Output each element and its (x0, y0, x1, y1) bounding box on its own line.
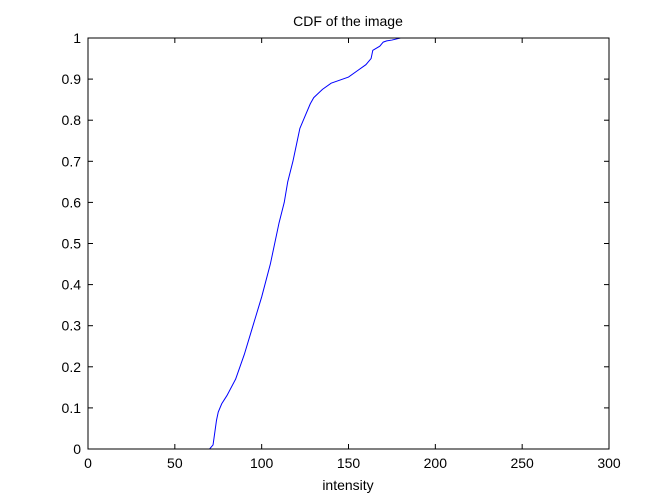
y-tick-label: 0.4 (62, 277, 82, 293)
chart-title: CDF of the image (293, 13, 403, 29)
x-axis: 0 50 100 150 200 250 300 (84, 38, 621, 471)
x-tick-label: 200 (424, 455, 448, 471)
y-tick-label: 0.2 (62, 359, 82, 375)
x-axis-label: intensity (322, 477, 373, 493)
x-tick-label: 50 (167, 455, 183, 471)
y-tick-label: 0.1 (62, 400, 82, 416)
y-tick-label: 0.6 (62, 194, 82, 210)
y-tick-label: 0.7 (62, 153, 82, 169)
y-tick-label: 0.8 (62, 112, 82, 128)
y-tick-label: 0.9 (62, 71, 82, 87)
y-axis: 0 0.1 0.2 0.3 0.4 0.5 0.6 0.7 0.8 0.9 1 (62, 30, 609, 457)
y-tick-label: 0.3 (62, 318, 82, 334)
x-tick-label: 100 (250, 455, 274, 471)
x-tick-label: 150 (337, 455, 361, 471)
series-layer (88, 37, 609, 450)
x-tick-label: 250 (510, 455, 534, 471)
x-tick-label: 300 (597, 455, 621, 471)
y-tick-label: 0.5 (62, 236, 82, 252)
y-tick-label: 0 (73, 441, 81, 457)
plot-area (88, 38, 609, 449)
x-tick-label: 0 (84, 455, 92, 471)
series-line-cdf (88, 37, 609, 450)
y-tick-label: 1 (73, 30, 81, 46)
